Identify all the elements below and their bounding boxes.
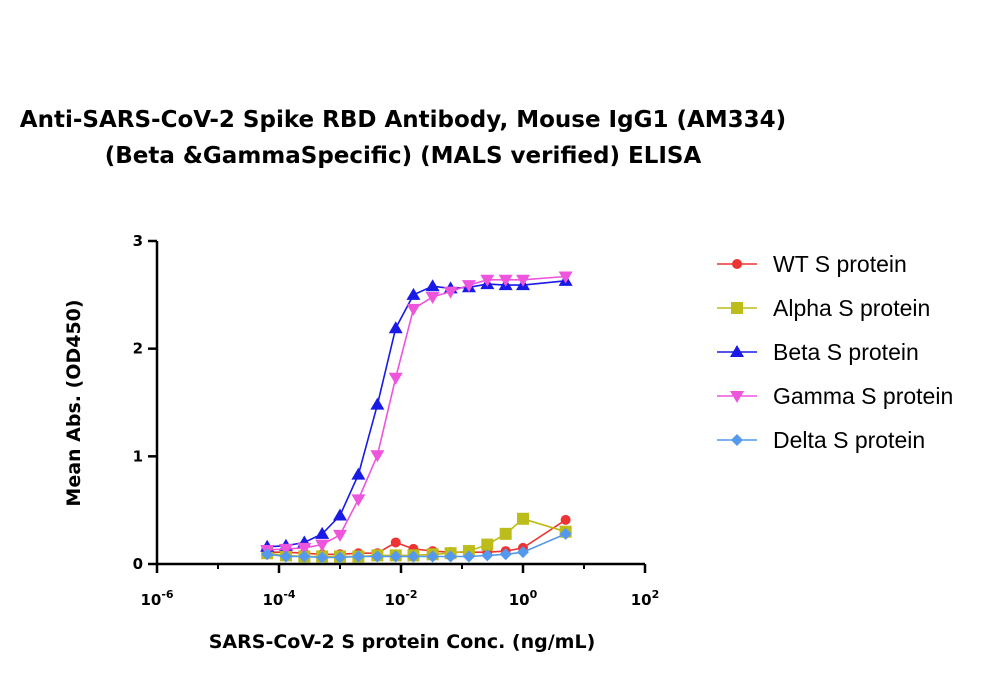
data-point [560,514,571,525]
data-point [462,550,475,563]
data-point [406,287,421,300]
data-point [388,372,403,385]
chart-title-line-2: (Beta &GammaSpecific) (MALS verified) EL… [105,143,702,169]
data-point [426,550,439,563]
data-point [279,550,292,563]
legend-marker [731,302,743,314]
data-point [559,527,572,540]
y-tick-label: 1 [133,447,143,465]
data-point [351,494,366,507]
data-point [334,551,346,564]
x-tick-label: 10-4 [262,588,295,609]
x-tick-label: 100 [509,588,538,609]
y-tick-label: 2 [133,340,143,358]
legend-marker [730,391,744,403]
data-point [481,538,494,551]
data-point [298,550,311,563]
data-point [388,321,403,334]
y-tick-label: 0 [133,555,143,573]
data-point [498,274,513,287]
data-point [481,549,494,562]
legend-label: Delta S protein [773,427,925,453]
series-line [267,280,566,548]
data-point [316,551,329,564]
data-point [297,542,312,555]
data-point [406,303,421,316]
data-point [315,539,330,552]
legend-marker [732,259,742,269]
data-point [461,280,476,293]
data-point [315,526,330,539]
y-tick-label: 3 [133,232,143,250]
data-point [333,529,347,542]
data-point [425,291,440,304]
data-point [517,512,529,525]
x-tick-label: 10-6 [140,588,173,609]
legend-label: WT S protein [773,251,907,277]
data-point [390,537,401,548]
plot-area: 0 1 2 3 10-6 10-4 10-2 100 102 [133,232,660,609]
data-point [517,546,529,559]
data-point [370,450,385,463]
x-axis-title: SARS-CoV-2 S protein Conc. (ng/mL) [209,631,596,653]
legend-label: Gamma S protein [773,383,953,409]
data-point [352,550,365,563]
data-point [371,550,384,563]
legend-marker [731,434,743,446]
series-line [267,275,566,551]
data-point [370,397,385,410]
legend-label: Alpha S protein [773,295,930,321]
data-point [351,467,366,480]
data-point [278,543,293,556]
series-line [267,533,566,559]
data-point [443,286,458,299]
data-point [499,527,512,540]
data-point [558,271,573,284]
series-line [267,519,567,556]
x-tick-label: 10-2 [384,588,417,609]
data-point [499,548,512,561]
data-point [444,550,457,563]
data-point [389,550,402,563]
data-point [333,508,347,521]
legend: WT S protein Alpha S protein Beta S protei… [717,251,953,453]
y-axis-title: Mean Abs. (OD450) [63,299,85,506]
data-point [425,279,440,292]
data-point [516,274,530,287]
legend-label: Beta S protein [773,339,919,365]
data-point [261,548,274,561]
x-tick-label: 102 [631,588,660,609]
data-point [480,274,495,287]
chart-title-line-1: Anti-SARS-CoV-2 Spike RBD Antibody, Mous… [20,107,786,133]
data-point [407,550,420,563]
legend-marker [730,345,744,357]
